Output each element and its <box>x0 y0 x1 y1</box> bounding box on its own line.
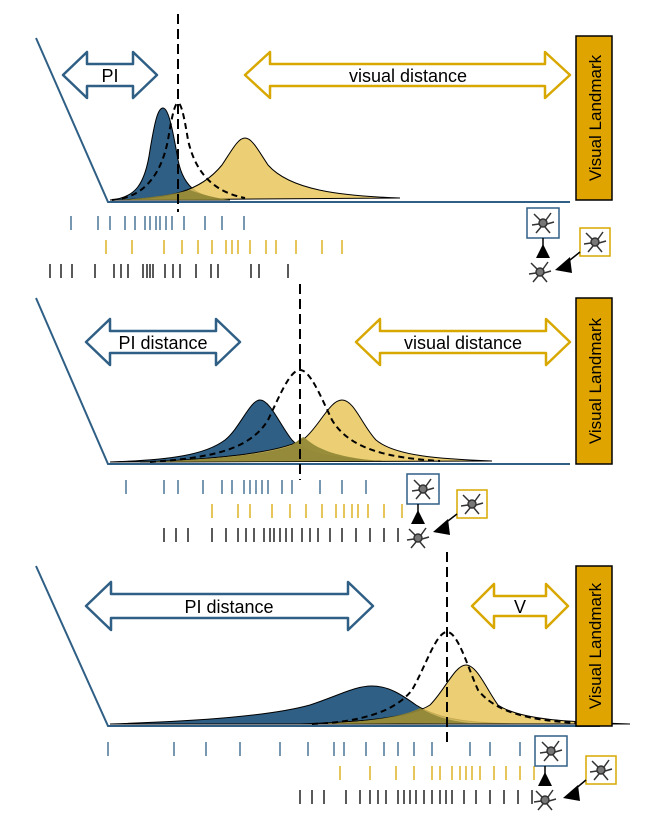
ant-icon <box>583 231 607 253</box>
ant-icon <box>533 789 557 811</box>
panel-3-pi-arrow <box>84 580 375 632</box>
panel-1-visual-label: visual distance <box>349 66 467 86</box>
panel-3-visual-arrow <box>470 582 570 630</box>
panel-3: PI distance V Visual Landmark <box>35 552 631 811</box>
ant-icon <box>528 261 552 283</box>
panel-1-visual-distribution <box>119 137 401 201</box>
panel-2-visual-label: visual distance <box>404 333 522 353</box>
ant-icon <box>589 759 613 781</box>
panel-1-ant-pi <box>526 207 560 283</box>
panel-2-visual-distribution <box>139 399 493 463</box>
panel-2-landmark-label: Visual Landmark <box>586 317 605 444</box>
panel-2-landmark-box <box>575 297 613 465</box>
ant-icon <box>531 212 555 234</box>
panel-1-combined-spikes <box>49 264 289 278</box>
ant-icon <box>460 493 484 515</box>
panel-1-axis <box>35 37 570 203</box>
panel-2-visual-spikes <box>211 504 403 518</box>
panel-1-pi-arrow <box>61 50 159 100</box>
panel-3-combined-spikes <box>299 790 533 804</box>
panel-1-combined-estimate <box>111 101 246 201</box>
panel-1-landmark-label: Visual Landmark <box>586 54 605 181</box>
panel-2-overlap <box>140 437 380 462</box>
ant-icon <box>411 478 435 500</box>
panel-2-ant-pi-frame <box>406 473 440 505</box>
panel-2-visual-arrow <box>354 317 572 367</box>
panel-3-landmark-label: Visual Landmark <box>586 582 605 709</box>
panel-1-visual-arrow <box>243 50 572 100</box>
panel-3-ant-visual <box>563 755 617 801</box>
panel-2-pi-label: PI distance <box>118 333 207 353</box>
panel-3-overlap <box>320 708 470 724</box>
panel-3-pi-spikes <box>107 742 521 756</box>
panel-3-visual-label: V <box>514 597 526 617</box>
panel-3-landmark-box <box>575 565 613 727</box>
ant-icon <box>539 740 563 762</box>
panel-1-ant-visual <box>555 227 611 273</box>
panel-2-pi-arrow <box>84 317 242 367</box>
panel-3-axis <box>35 565 600 727</box>
panel-2: PI distance visual distance Visual Landm… <box>35 284 613 549</box>
panel-1-pi-spikes <box>70 216 245 230</box>
panel-2-ant-pi <box>406 473 440 549</box>
ant-icon <box>406 527 430 549</box>
panel-3-visual-spikes <box>339 766 535 780</box>
panel-1: PI visual distance Visual Landmark <box>35 14 613 283</box>
panel-1-visual-spikes <box>105 240 343 254</box>
panel-3-ant-pi <box>533 735 568 811</box>
panel-2-axis <box>35 297 570 465</box>
panel-1-pi-label: PI <box>101 66 118 86</box>
panel-2-pi-spikes <box>125 480 367 494</box>
panel-1-overlap <box>120 190 230 200</box>
panel-1-pi-distribution <box>109 107 231 201</box>
panel-2-combined-spikes <box>163 528 399 542</box>
panel-3-pi-label: PI distance <box>184 597 273 617</box>
panel-2-ant-visual <box>433 489 488 535</box>
panel-1-landmark-box <box>575 35 613 201</box>
panel-2-combined-estimate <box>149 368 441 463</box>
